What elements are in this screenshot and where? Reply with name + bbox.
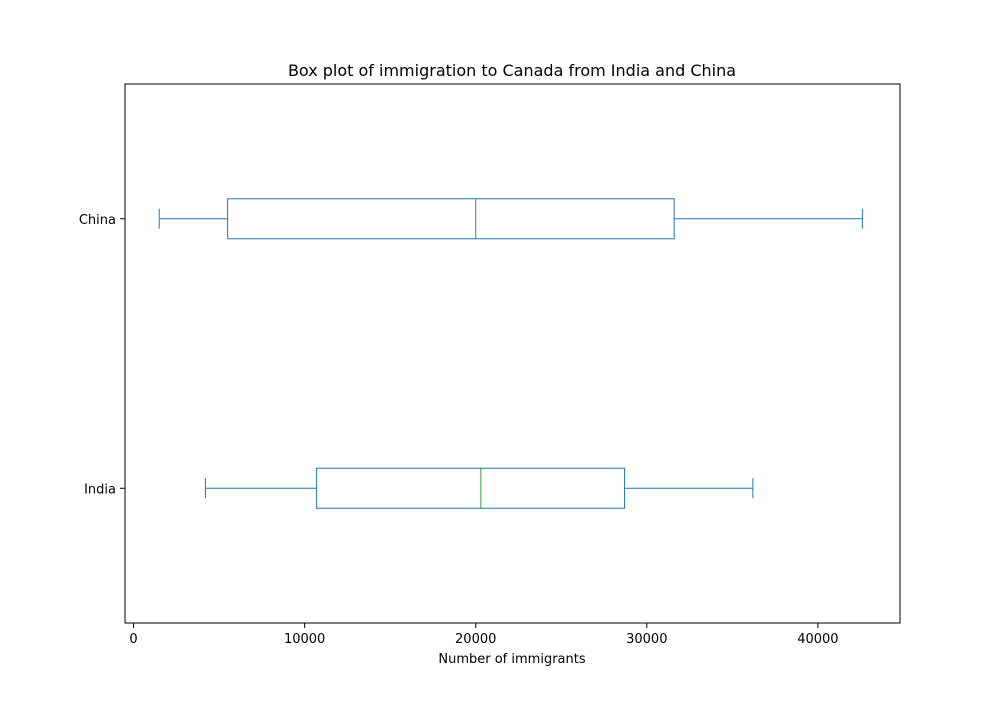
box-india — [204, 467, 754, 509]
x-tick-label: 10000 — [284, 632, 325, 647]
box-china — [158, 198, 863, 240]
iqr-box — [227, 198, 675, 240]
plot-area-frame — [124, 83, 901, 624]
x-axis-label: Number of immigrants — [438, 652, 585, 667]
chart-title: Box plot of immigration to Canada from I… — [288, 61, 736, 80]
iqr-box — [316, 467, 626, 509]
box-series — [158, 198, 863, 509]
x-axis: 0 10000 20000 30000 40000 — [129, 623, 839, 647]
x-tick-label: 0 — [129, 632, 137, 647]
y-tick-label-india: India — [84, 482, 116, 497]
y-axis: India China — [79, 213, 125, 497]
y-tick-label-china: China — [79, 213, 116, 228]
x-tick-label: 30000 — [626, 632, 667, 647]
x-tick-label: 40000 — [797, 632, 838, 647]
x-tick-label: 20000 — [455, 632, 496, 647]
